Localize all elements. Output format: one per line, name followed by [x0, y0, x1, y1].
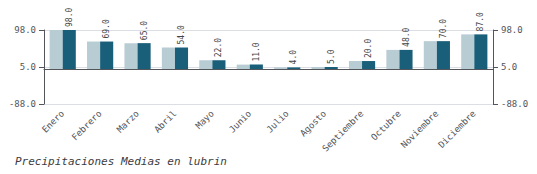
svg-text:22.0: 22.0 [214, 38, 223, 57]
svg-text:Diciembre: Diciembre [436, 108, 477, 149]
svg-text:Junio: Junio [227, 108, 253, 134]
svg-text:Marzo: Marzo [115, 108, 141, 134]
svg-text:-88.0: -88.0 [501, 99, 528, 109]
svg-text:54.0: 54.0 [177, 25, 186, 44]
svg-text:5.0: 5.0 [20, 62, 36, 72]
svg-text:Julio: Julio [265, 108, 291, 134]
svg-text:-88.0: -88.0 [9, 99, 36, 109]
svg-text:48.0: 48.0 [402, 27, 411, 46]
svg-text:Septiembre: Septiembre [320, 108, 365, 153]
svg-text:Octubre: Octubre [369, 108, 403, 142]
svg-text:69.0: 69.0 [102, 19, 111, 38]
svg-text:98.0: 98.0 [14, 25, 36, 35]
svg-text:Agosto: Agosto [298, 108, 328, 138]
svg-text:Abril: Abril [152, 108, 178, 134]
svg-text:70.0: 70.0 [439, 19, 448, 38]
svg-text:Mayo: Mayo [194, 108, 216, 130]
svg-text:Precipitaciones Medias en lubr: Precipitaciones Medias en lubrin [15, 155, 227, 168]
svg-text:98.0: 98.0 [65, 8, 74, 27]
svg-text:5.0: 5.0 [501, 62, 517, 72]
svg-text:98.0: 98.0 [501, 25, 523, 35]
svg-text:5.0: 5.0 [327, 49, 336, 64]
svg-text:11.0: 11.0 [252, 42, 261, 61]
svg-text:Febrero: Febrero [70, 108, 104, 142]
svg-text:4.0: 4.0 [289, 50, 298, 65]
svg-text:20.0: 20.0 [364, 39, 373, 58]
svg-text:Enero: Enero [40, 108, 66, 134]
svg-text:Noviembre: Noviembre [399, 108, 440, 149]
svg-text:87.0: 87.0 [476, 12, 485, 31]
svg-text:65.0: 65.0 [140, 21, 149, 40]
